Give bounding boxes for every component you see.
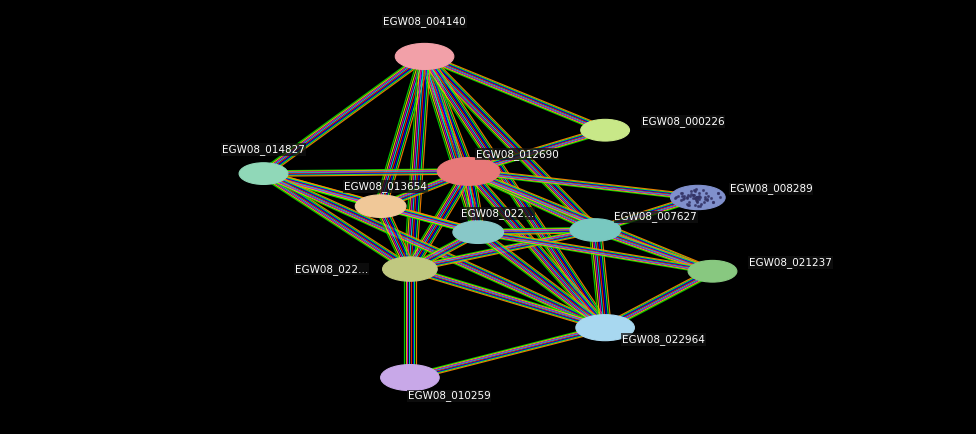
Text: EGW08_008289: EGW08_008289 [730, 183, 812, 194]
Point [689, 195, 705, 202]
Text: EGW08_004140: EGW08_004140 [384, 16, 466, 27]
Point [673, 190, 689, 197]
Point [687, 201, 703, 208]
Point [693, 201, 709, 208]
Text: EGW08_022964: EGW08_022964 [623, 334, 705, 345]
Point [686, 187, 702, 194]
Circle shape [688, 260, 737, 282]
Point [689, 194, 705, 201]
Point [674, 195, 690, 202]
Text: EGW08_007627: EGW08_007627 [615, 211, 697, 223]
Circle shape [355, 195, 406, 217]
Point [698, 190, 713, 197]
Point [710, 190, 725, 197]
Circle shape [576, 315, 634, 341]
Point [700, 197, 715, 204]
Point [700, 192, 715, 199]
Point [685, 192, 701, 199]
Point [689, 194, 705, 201]
Circle shape [437, 158, 500, 185]
Point [689, 194, 705, 201]
Circle shape [239, 163, 288, 184]
Point [689, 196, 705, 203]
Point [672, 197, 688, 204]
Point [699, 195, 714, 202]
Point [688, 194, 704, 201]
Point [683, 187, 699, 194]
Point [710, 190, 725, 197]
Text: EGW08_022…: EGW08_022… [461, 208, 535, 219]
Point [682, 193, 698, 200]
Point [689, 198, 705, 205]
Circle shape [581, 119, 630, 141]
Text: EGW08_000226: EGW08_000226 [642, 116, 724, 127]
Text: EGW08_021237: EGW08_021237 [750, 257, 832, 268]
Point [690, 202, 706, 209]
Point [687, 195, 703, 202]
Point [689, 197, 705, 204]
Point [679, 195, 695, 202]
Point [680, 192, 696, 199]
Point [685, 191, 701, 198]
Point [687, 187, 703, 194]
Circle shape [570, 219, 621, 241]
Point [680, 202, 696, 209]
Point [676, 192, 692, 199]
Text: EGW08_013654: EGW08_013654 [345, 181, 427, 192]
Point [706, 198, 721, 205]
Point [712, 194, 727, 201]
Point [691, 189, 707, 196]
Text: EGW08_022…: EGW08_022… [295, 263, 369, 275]
Point [697, 195, 712, 202]
Circle shape [383, 257, 437, 281]
Point [681, 198, 697, 205]
Point [668, 194, 683, 201]
Point [705, 198, 720, 205]
Point [691, 195, 707, 202]
Text: EGW08_014827: EGW08_014827 [223, 144, 305, 155]
Point [690, 194, 706, 201]
Point [679, 194, 695, 201]
Point [704, 195, 719, 202]
Point [683, 191, 699, 198]
Point [669, 194, 684, 201]
Point [691, 193, 707, 200]
Point [685, 194, 701, 201]
Point [687, 195, 703, 202]
Point [696, 198, 712, 205]
Point [697, 194, 712, 201]
Point [681, 202, 697, 209]
Point [686, 192, 702, 199]
Circle shape [453, 221, 504, 243]
Circle shape [671, 185, 725, 210]
Point [674, 193, 690, 200]
Point [673, 190, 689, 197]
Point [693, 193, 709, 200]
Text: EGW08_012690: EGW08_012690 [476, 148, 558, 160]
Point [692, 202, 708, 209]
Point [679, 201, 695, 208]
Text: EGW08_010259: EGW08_010259 [408, 390, 490, 401]
Circle shape [395, 43, 454, 69]
Point [688, 185, 704, 192]
Point [670, 193, 685, 200]
Point [695, 186, 711, 193]
Circle shape [381, 365, 439, 391]
Point [676, 195, 692, 202]
